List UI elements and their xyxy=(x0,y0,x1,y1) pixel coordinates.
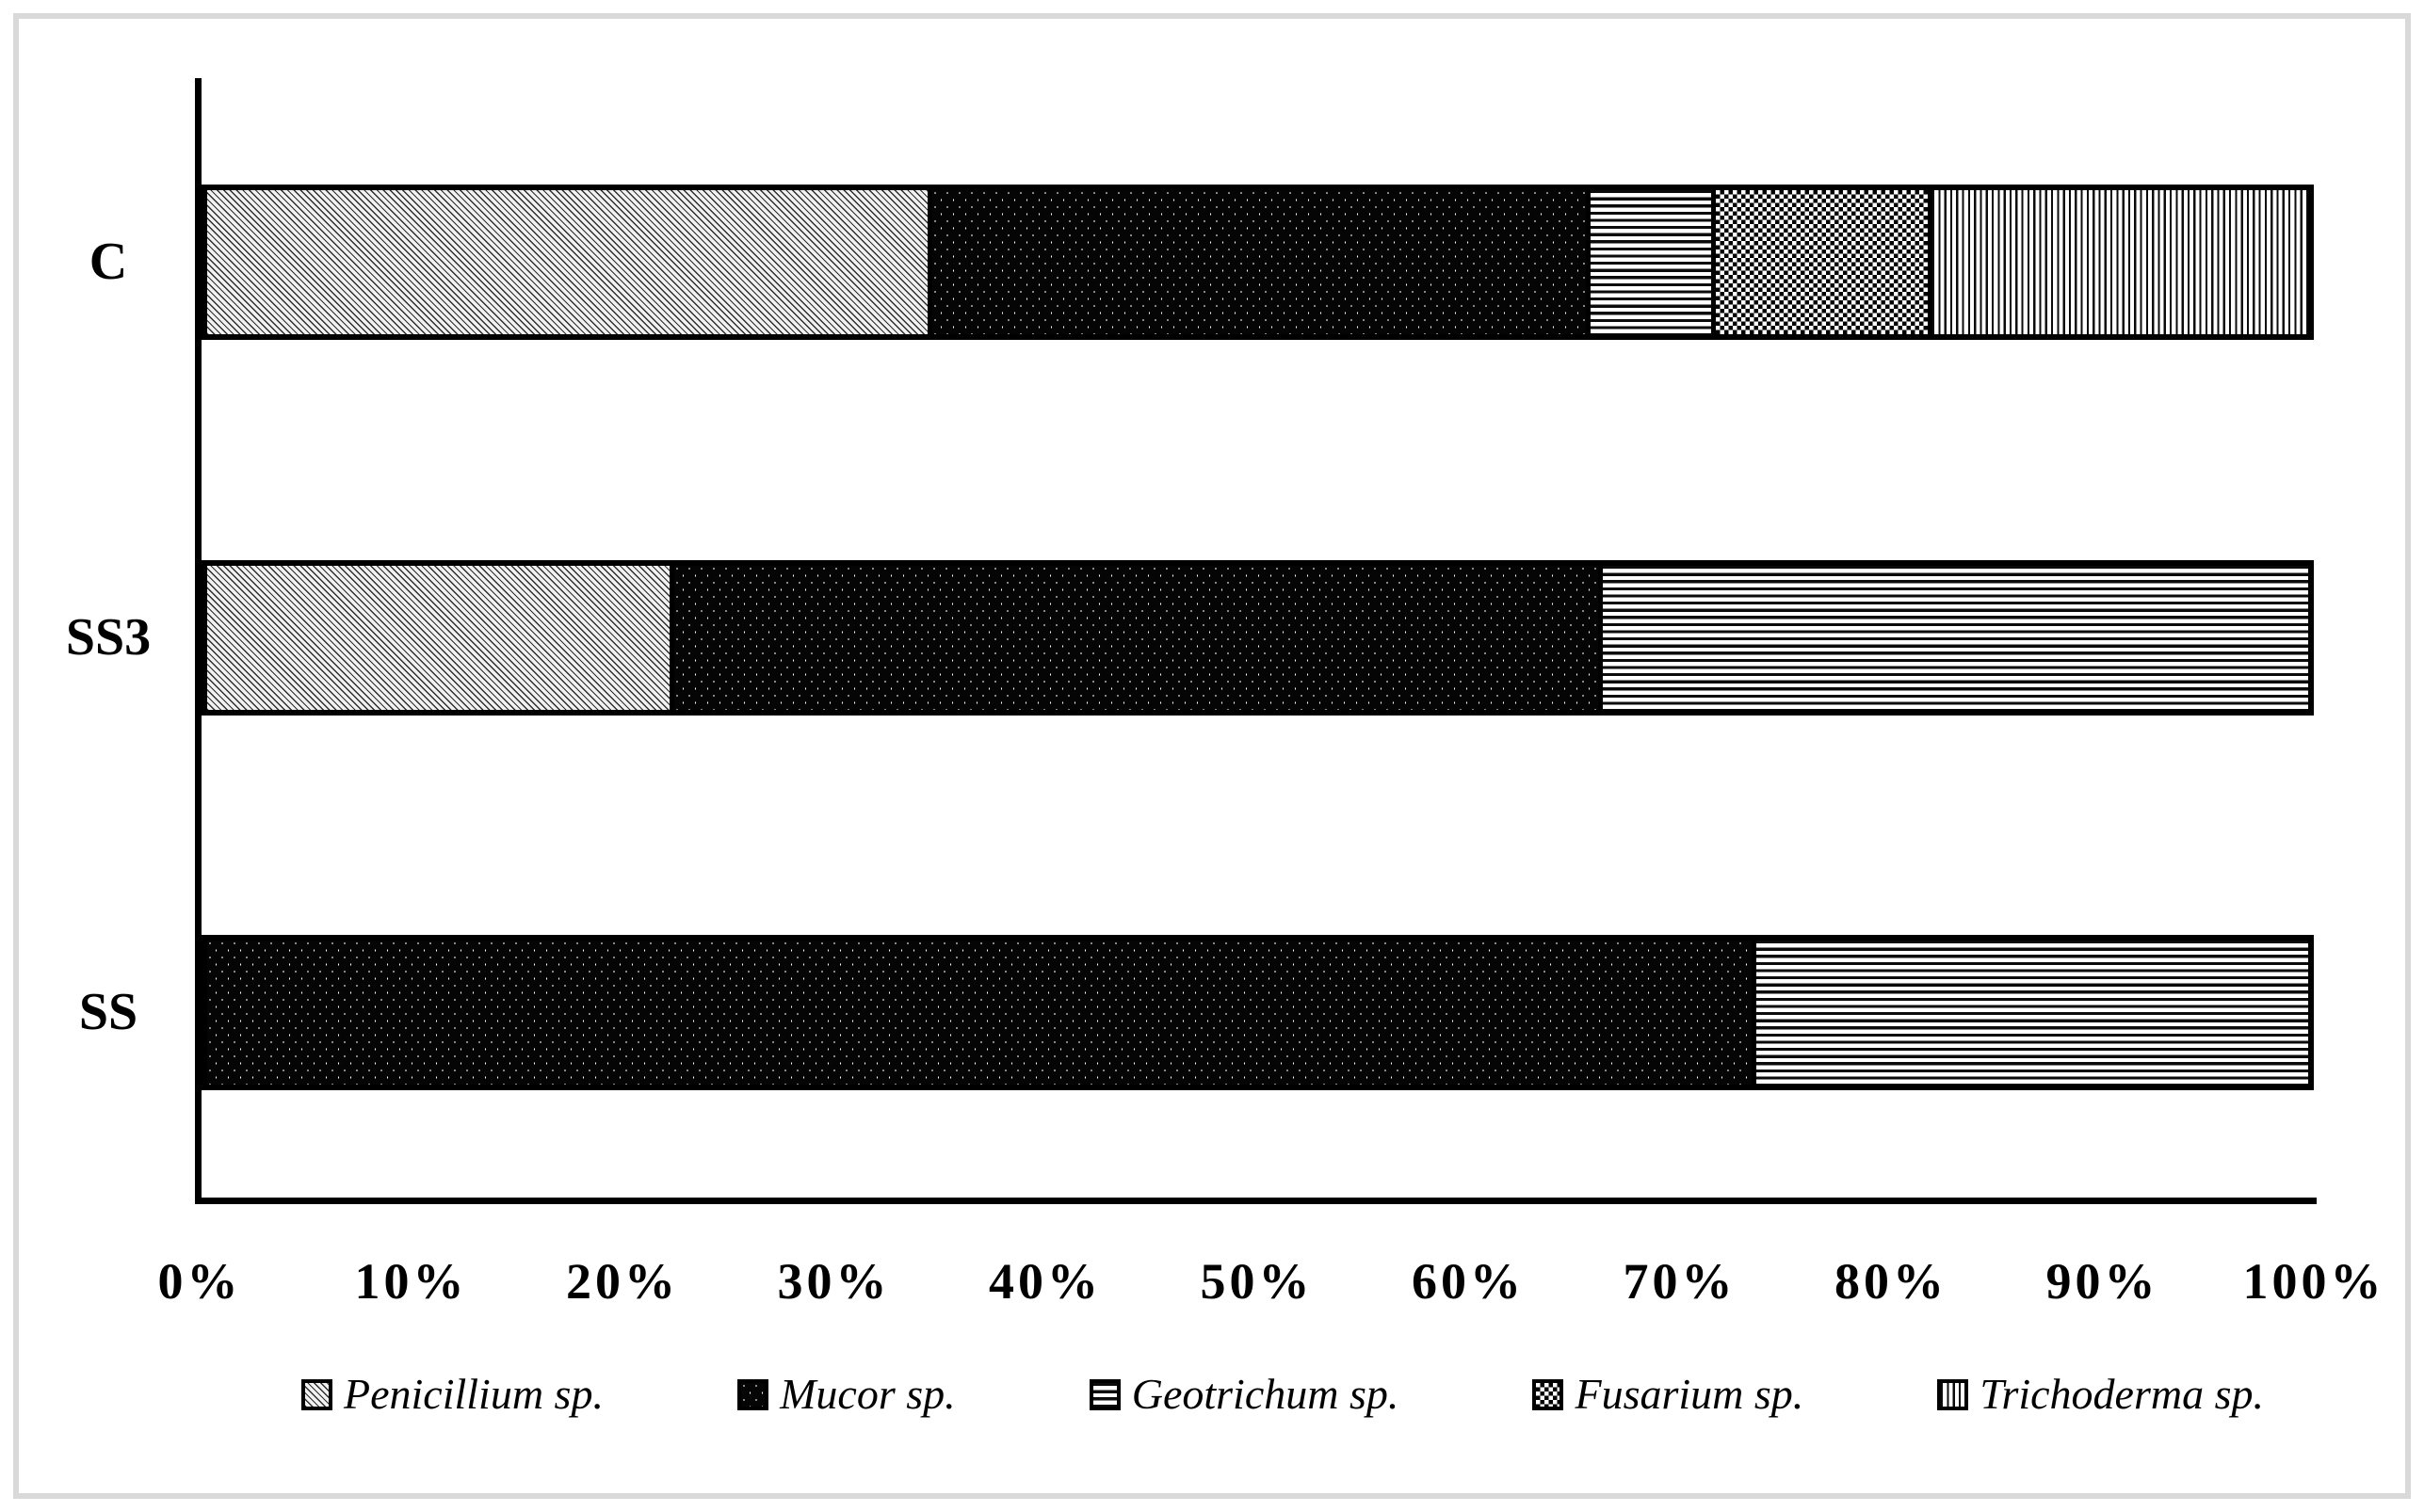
category-label-ss: SS xyxy=(78,983,138,1041)
segment-geotrichum-sp-ss xyxy=(1751,941,2308,1085)
legend-item-geotrichum-sp: Geotrichum sp. xyxy=(1089,1370,1399,1418)
category-label-ss3: SS3 xyxy=(65,608,152,667)
legend-swatch-penicillium-sp-icon xyxy=(301,1378,332,1410)
plot-area xyxy=(202,0,2314,1512)
legend-swatch-fusarium-sp-icon xyxy=(1532,1378,1564,1410)
x-tick-label-80: 80% xyxy=(1834,1253,1947,1310)
bar-ss3 xyxy=(202,560,2314,716)
segment-mucor-sp-ss xyxy=(207,941,1752,1085)
legend-item-trichoderma-sp: Trichoderma sp. xyxy=(1937,1373,2264,1416)
legend-item-fusarium-sp: Fusarium sp. xyxy=(1532,1373,1803,1416)
x-tick-label-10: 10% xyxy=(354,1253,468,1310)
segment-mucor-sp-c xyxy=(928,190,1586,334)
segment-geotrichum-sp-c xyxy=(1585,190,1712,334)
legend-item-penicillium-sp: Penicillium sp. xyxy=(301,1373,604,1416)
segment-penicillium-sp-ss3 xyxy=(207,566,670,710)
page-frame-border xyxy=(13,13,2411,1499)
segment-trichoderma-sp-c xyxy=(1928,190,2308,334)
segment-penicillium-sp-c xyxy=(207,190,929,334)
category-label-c: C xyxy=(89,233,128,291)
legend-label-penicillium-sp: Penicillium sp. xyxy=(344,1370,604,1418)
legend-swatch-mucor-sp-icon xyxy=(737,1378,769,1410)
segment-mucor-sp-ss3 xyxy=(669,566,1598,710)
x-tick-label-60: 60% xyxy=(1412,1253,1525,1310)
x-tick-label-20: 20% xyxy=(566,1253,679,1310)
segment-fusarium-sp-c xyxy=(1711,190,1929,334)
x-tick-label-50: 50% xyxy=(1200,1253,1314,1310)
legend-swatch-trichoderma-sp-icon xyxy=(1937,1378,1969,1410)
legend-item-mucor-sp: Mucor sp. xyxy=(737,1373,956,1416)
legend-label-geotrichum-sp: Geotrichum sp. xyxy=(1131,1370,1399,1418)
y-axis-line xyxy=(195,78,202,1203)
x-tick-label-30: 30% xyxy=(777,1253,891,1310)
x-tick-label-90: 90% xyxy=(2045,1253,2159,1310)
x-tick-label-70: 70% xyxy=(1623,1253,1737,1310)
legend-label-fusarium-sp: Fusarium sp. xyxy=(1575,1370,1804,1418)
chart-legend: Penicillium sp. Mucor sp. Geotrichum sp. Fu… xyxy=(301,1373,2264,1416)
x-tick-label-0: 0% xyxy=(157,1253,242,1310)
x-axis-tick-labels: 0% 10% 20% 30% 40% 50% 60% 70% 80% 90% 100% xyxy=(158,1252,2382,1318)
legend-label-trichoderma-sp: Trichoderma sp. xyxy=(1980,1370,2264,1418)
x-tick-label-100: 100% xyxy=(2242,1253,2385,1310)
segment-geotrichum-sp-ss3 xyxy=(1597,566,2308,710)
legend-swatch-geotrichum-sp-icon xyxy=(1089,1378,1121,1410)
bar-ss xyxy=(202,935,2314,1090)
legend-label-mucor-sp: Mucor sp. xyxy=(780,1370,956,1418)
x-axis-line xyxy=(195,1198,2317,1204)
bar-c xyxy=(202,185,2314,340)
x-tick-label-40: 40% xyxy=(989,1253,1102,1310)
